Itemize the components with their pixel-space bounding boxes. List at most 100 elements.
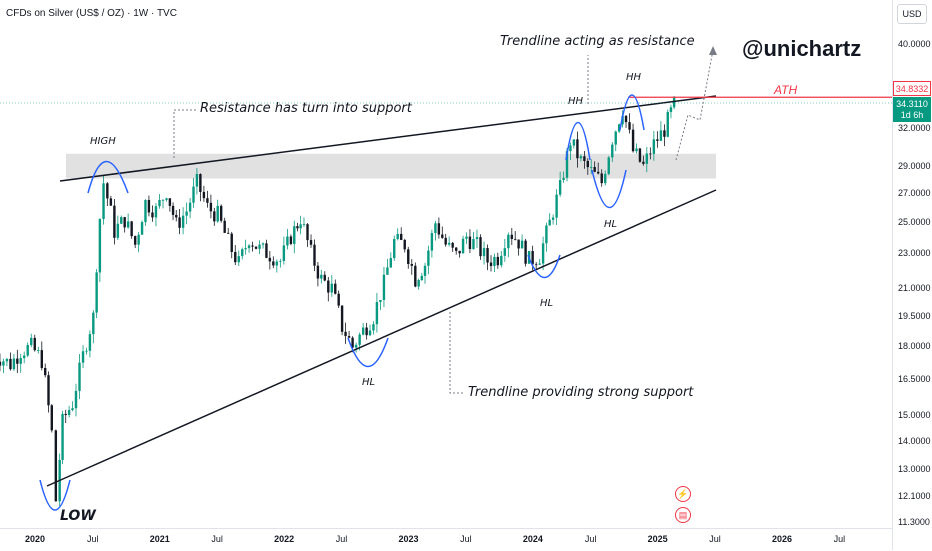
candle-body [22, 355, 26, 359]
trendline-support-connector [449, 312, 464, 394]
candle-body [389, 258, 393, 268]
candle-body [130, 221, 133, 237]
candle-body [486, 248, 489, 263]
candle-body [414, 265, 417, 287]
candle-body [293, 226, 296, 244]
candle-body [531, 251, 534, 265]
candle-body [286, 236, 289, 246]
price-tick: 32.0000 [898, 123, 931, 134]
candle-body [0, 361, 2, 366]
candle-body [614, 131, 617, 145]
candle-body [545, 225, 548, 244]
candle-body [638, 148, 642, 162]
candle-body [472, 239, 475, 250]
low-arc [39, 479, 71, 511]
candle-body [133, 236, 137, 245]
candle-body [88, 334, 92, 351]
candles-group [0, 95, 676, 508]
candle-body [158, 199, 161, 207]
time-tick: Jul [833, 534, 846, 544]
candle-body [33, 337, 36, 351]
candle-body [327, 280, 330, 293]
candle-body [109, 198, 113, 206]
candle-body [213, 211, 216, 222]
candle-body [444, 237, 447, 245]
candle-body [427, 250, 430, 266]
candle-body [268, 257, 272, 262]
candle-body [423, 265, 427, 276]
candle-body [666, 111, 669, 137]
lower-trendline [46, 189, 717, 487]
price-tick: 14.0000 [898, 435, 931, 446]
high-arc [87, 161, 129, 194]
candle-body [500, 255, 503, 266]
candle-body [61, 413, 64, 460]
resistance-support-connector [173, 109, 196, 158]
price-tick: 13.0000 [898, 463, 931, 474]
candle-body [393, 239, 396, 259]
candle-body [313, 244, 316, 266]
candle-body [562, 177, 565, 181]
candle-body [147, 199, 151, 213]
projection-arrowhead [709, 46, 717, 55]
candle-body [16, 358, 19, 364]
lightning-icon[interactable]: ⚡ [675, 486, 691, 502]
candle-body [306, 224, 309, 241]
candle-body [351, 337, 354, 348]
candle-body [265, 243, 268, 258]
candle-body [458, 250, 461, 254]
candle-body [279, 260, 282, 262]
candle-body [50, 405, 53, 431]
candle-body [465, 236, 468, 239]
candle-body [558, 180, 562, 195]
candle-body [92, 312, 95, 335]
candle-body [323, 274, 326, 281]
upper-trendline [59, 95, 717, 182]
candle-body [514, 238, 517, 240]
price-tick: 16.5000 [898, 373, 931, 384]
candle-body [5, 358, 9, 362]
candle-body [649, 153, 652, 155]
label-hh-2: HH [626, 72, 642, 83]
candle-body [447, 242, 451, 245]
ath-label: ATH [774, 83, 798, 97]
candle-body [659, 130, 663, 141]
candle-body [617, 124, 621, 132]
candle-body [600, 173, 603, 184]
candle-body [302, 224, 306, 225]
candle-body [188, 202, 192, 212]
candle-body [520, 240, 524, 249]
candle-body [30, 337, 33, 346]
candle-body [120, 217, 123, 224]
candle-body [26, 345, 29, 356]
price-tick: 12.1000 [898, 491, 931, 501]
candle-body [316, 265, 320, 279]
label-hh-1: HH [568, 96, 584, 107]
candle-body [590, 166, 593, 168]
currency-unit[interactable]: USD [897, 4, 927, 24]
candle-body [98, 219, 102, 273]
candle-body [309, 240, 313, 245]
candle-body [195, 174, 199, 187]
candle-body [74, 390, 78, 409]
candle-body [372, 324, 375, 331]
time-tick: 2026 [772, 534, 793, 544]
candle-body [451, 242, 454, 248]
candle-body [489, 262, 493, 266]
candle-body [123, 217, 126, 228]
candle-body [251, 245, 254, 247]
candle-body [175, 214, 178, 218]
candle-body [296, 226, 299, 229]
candle-body [548, 219, 551, 226]
candle-body [137, 234, 140, 245]
hh-arc-2024 [565, 122, 591, 161]
candle-body [624, 115, 628, 123]
candle-body [583, 156, 586, 161]
candle-body [368, 330, 372, 336]
hl-arc-2024 [527, 254, 561, 278]
us-flag-icon[interactable]: ▤ [675, 507, 691, 523]
candle-body [230, 233, 233, 252]
time-axis[interactable] [0, 528, 892, 551]
price-tick: 11.3000 [898, 516, 930, 527]
